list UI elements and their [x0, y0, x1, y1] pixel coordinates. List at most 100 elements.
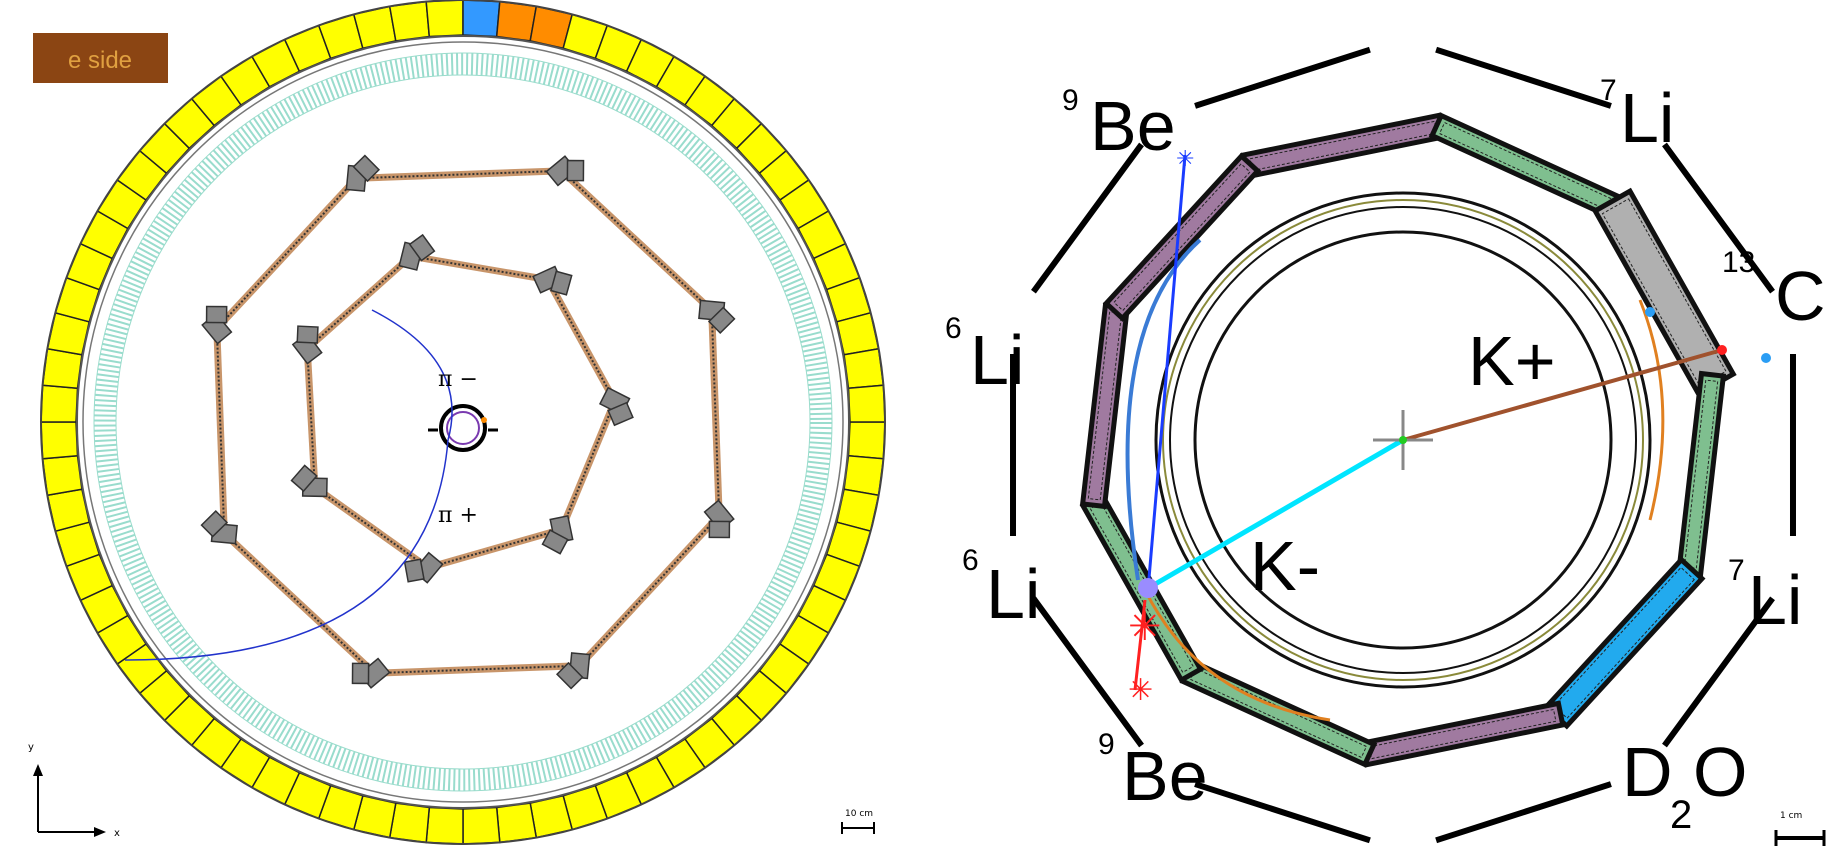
- inner-ring-2: [82, 41, 844, 803]
- tracker-ladder-strip: [560, 400, 616, 530]
- frame-segment: [1194, 46, 1371, 109]
- hit-point-1: [1645, 307, 1655, 317]
- outer-frame: [1010, 46, 1796, 844]
- outer-ring: [40, 0, 886, 845]
- vertex-point: [1399, 436, 1407, 444]
- ladder-connector: [607, 401, 634, 427]
- outer-tracker-layer: [200, 154, 736, 690]
- calorimeter-block: [40, 421, 79, 460]
- pi-minus-label: π −: [438, 367, 478, 392]
- tracker-ladder-strip: [427, 528, 562, 569]
- calorimeter-block: [388, 802, 431, 844]
- tracker-ladder: [559, 168, 715, 314]
- pi-plus-track: [124, 439, 449, 661]
- ladder-connector: [555, 661, 584, 690]
- right-event-display: ✳ ✳ ✳ K+ K- 9 Be 7 Li 13 C 6 Li 6 Li 7 L…: [945, 46, 1826, 846]
- tracker-ladder-strip: [410, 255, 548, 281]
- orange-arc-track: [1143, 589, 1331, 722]
- left-scale-label: 10 cm: [845, 809, 873, 819]
- tracker-ladder: [214, 175, 360, 331]
- calorimeter-block: [41, 347, 83, 390]
- k-minus-track: [1143, 437, 1405, 593]
- svg-text:Be: Be: [1090, 87, 1176, 165]
- target-module: [1102, 152, 1262, 322]
- drift-chamber-edge-outer: [93, 52, 833, 792]
- right-scale-bar: [1774, 830, 1826, 846]
- ladder-connector: [566, 159, 585, 182]
- svg-text:Li: Li: [970, 321, 1024, 399]
- ladder-connector: [200, 509, 229, 538]
- target-label-li-left-lower: 6 Li: [962, 544, 1040, 633]
- calorimeter-block: [843, 347, 885, 390]
- calorimeter-block: [843, 454, 885, 497]
- svg-text:13: 13: [1722, 246, 1755, 279]
- frame-segment: [1031, 142, 1144, 294]
- tracker-ladder: [221, 530, 377, 676]
- tracker-ladder: [708, 310, 723, 516]
- left-scale-bar: [841, 822, 875, 834]
- blue-star-marker: ✳: [1176, 146, 1194, 171]
- target-module: [1079, 302, 1131, 510]
- svg-text:O: O: [1693, 733, 1747, 811]
- red-star-marker-2: ✳: [1128, 674, 1153, 707]
- target-module: [1240, 112, 1447, 180]
- ladder-connector: [351, 662, 370, 685]
- calorimeter-block: [847, 384, 886, 423]
- side-badge-label: e side: [68, 47, 132, 74]
- target-module: [1179, 658, 1378, 768]
- blue-straight-track: [1146, 154, 1187, 591]
- target-label-li-left-upper: 6 Li: [945, 312, 1024, 399]
- svg-text:9: 9: [1062, 84, 1079, 117]
- svg-text:9: 9: [1098, 728, 1115, 761]
- ladder-connector: [296, 325, 319, 344]
- svg-text:Be: Be: [1122, 737, 1208, 815]
- k-minus-label: K-: [1250, 527, 1320, 605]
- tracker-ladder: [356, 167, 562, 182]
- ladder-connector: [205, 305, 228, 324]
- tracker-ladder-strip: [546, 279, 616, 402]
- tracker-ladder-strip: [306, 348, 316, 488]
- red-track: [1133, 599, 1147, 691]
- ladder-connector: [352, 154, 381, 183]
- target-label-c: 13 C: [1722, 246, 1826, 335]
- calorimeter-block: [40, 384, 79, 423]
- outer-cylinder: [1154, 191, 1652, 689]
- calorimeter-block: [847, 421, 886, 460]
- tracker-ladder-strip: [306, 255, 412, 350]
- ladder-connector: [403, 558, 425, 583]
- calorimeter-block: [425, 0, 464, 38]
- tracker-ladder-strip: [314, 486, 429, 569]
- ladder-connector: [550, 270, 573, 296]
- ladder-connector: [290, 464, 318, 493]
- drift-chamber: [94, 53, 832, 791]
- svg-text:6: 6: [945, 312, 962, 345]
- axis-indicator: [33, 764, 106, 837]
- target-module: [1359, 700, 1566, 768]
- calorimeter-block: [462, 806, 501, 845]
- svg-text:Li: Li: [1620, 79, 1674, 157]
- k-plus-label: K+: [1468, 322, 1556, 400]
- target-label-li-right: 7 Li: [1728, 554, 1802, 639]
- frame-segment: [1662, 596, 1775, 748]
- tracker-ladder: [576, 513, 722, 669]
- target-module: [1675, 370, 1727, 578]
- ladder-connector: [707, 306, 736, 335]
- target-label-be-top: 9 Be: [1062, 84, 1176, 165]
- svg-text:7: 7: [1600, 74, 1617, 107]
- ladder-connector: [541, 529, 569, 555]
- outer-cylinder-inner2: [1169, 206, 1637, 674]
- k-plus-hit: [1717, 345, 1727, 355]
- svg-text:7: 7: [1728, 554, 1745, 587]
- target-module: [1542, 556, 1706, 730]
- calorimeter-block: [495, 802, 538, 844]
- pi-plus-label: π +: [438, 503, 478, 528]
- axis-y-label: y: [28, 742, 34, 753]
- red-star-marker: ✳: [1128, 605, 1162, 649]
- frame-segment: [1194, 781, 1371, 844]
- outer-cylinder-inner: [1162, 199, 1644, 681]
- frame-segment: [1031, 596, 1144, 748]
- frame-segment: [1435, 46, 1612, 109]
- axis-x-label: x: [114, 828, 120, 839]
- tracker-ladder: [213, 328, 228, 534]
- k-plus-track: [1402, 348, 1723, 442]
